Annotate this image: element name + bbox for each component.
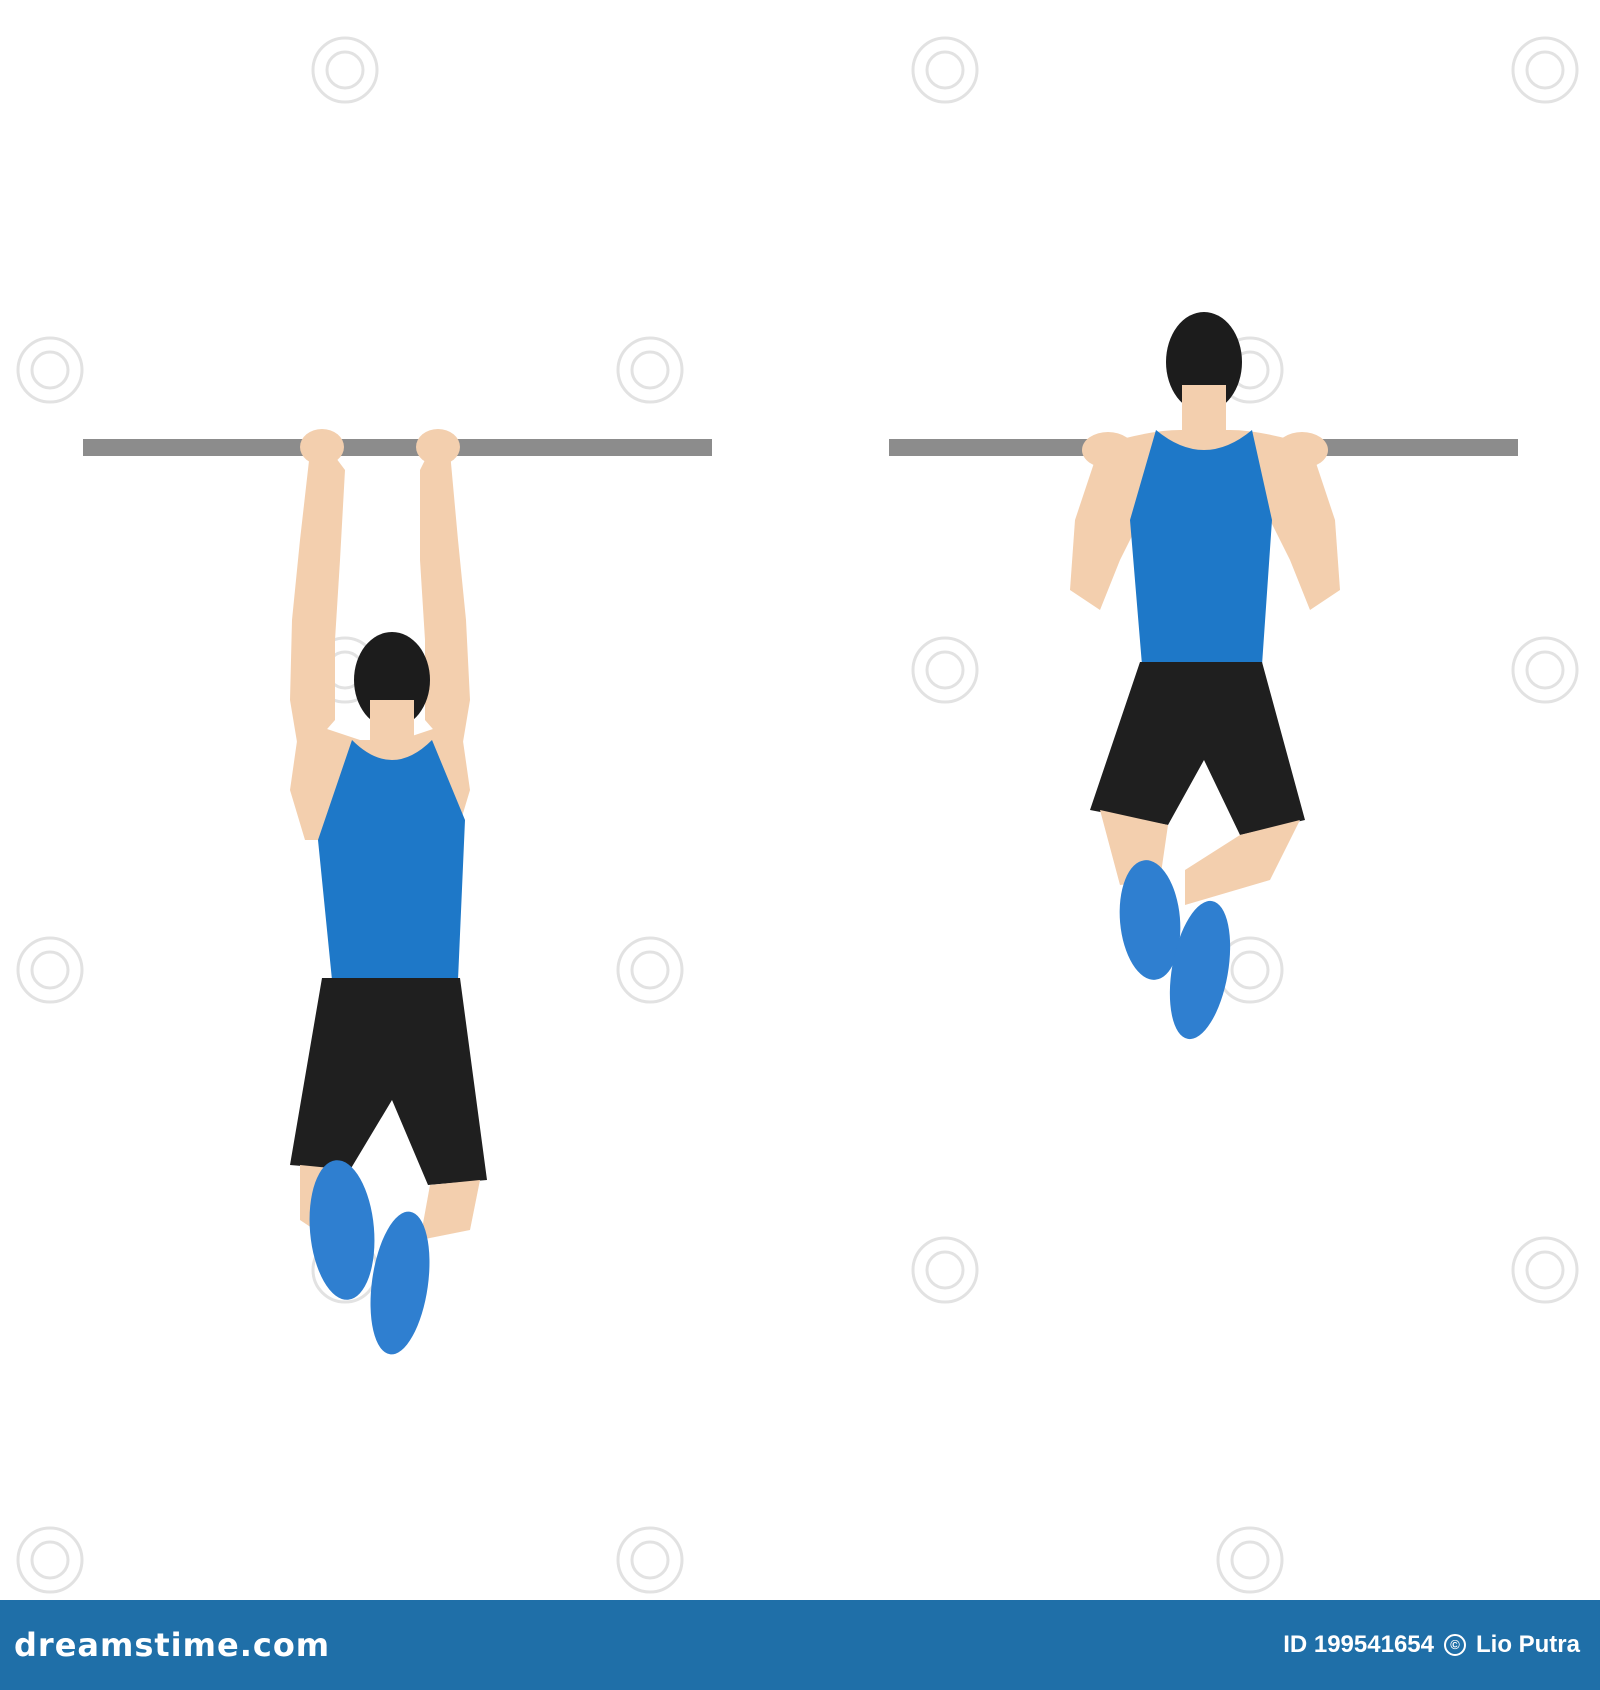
illustration [16,36,1579,1594]
figure-dead-hang [290,429,487,1355]
image-id: ID 199541654 [1283,1631,1434,1658]
copyright-icon: © [1443,1634,1466,1656]
image-credit: ID 199541654 © Lio Putra [1283,1631,1580,1659]
figure-chin-up-top [1070,312,1340,1040]
watermark-brand: dreamstime.com [14,1626,331,1664]
pullup-bar-left [83,439,712,456]
author-name: Lio Putra [1475,1631,1580,1658]
watermark-glyphs [16,36,1579,1594]
watermark-footer: dreamstime.com ID 199541654 © Lio Putra [0,1600,1600,1690]
